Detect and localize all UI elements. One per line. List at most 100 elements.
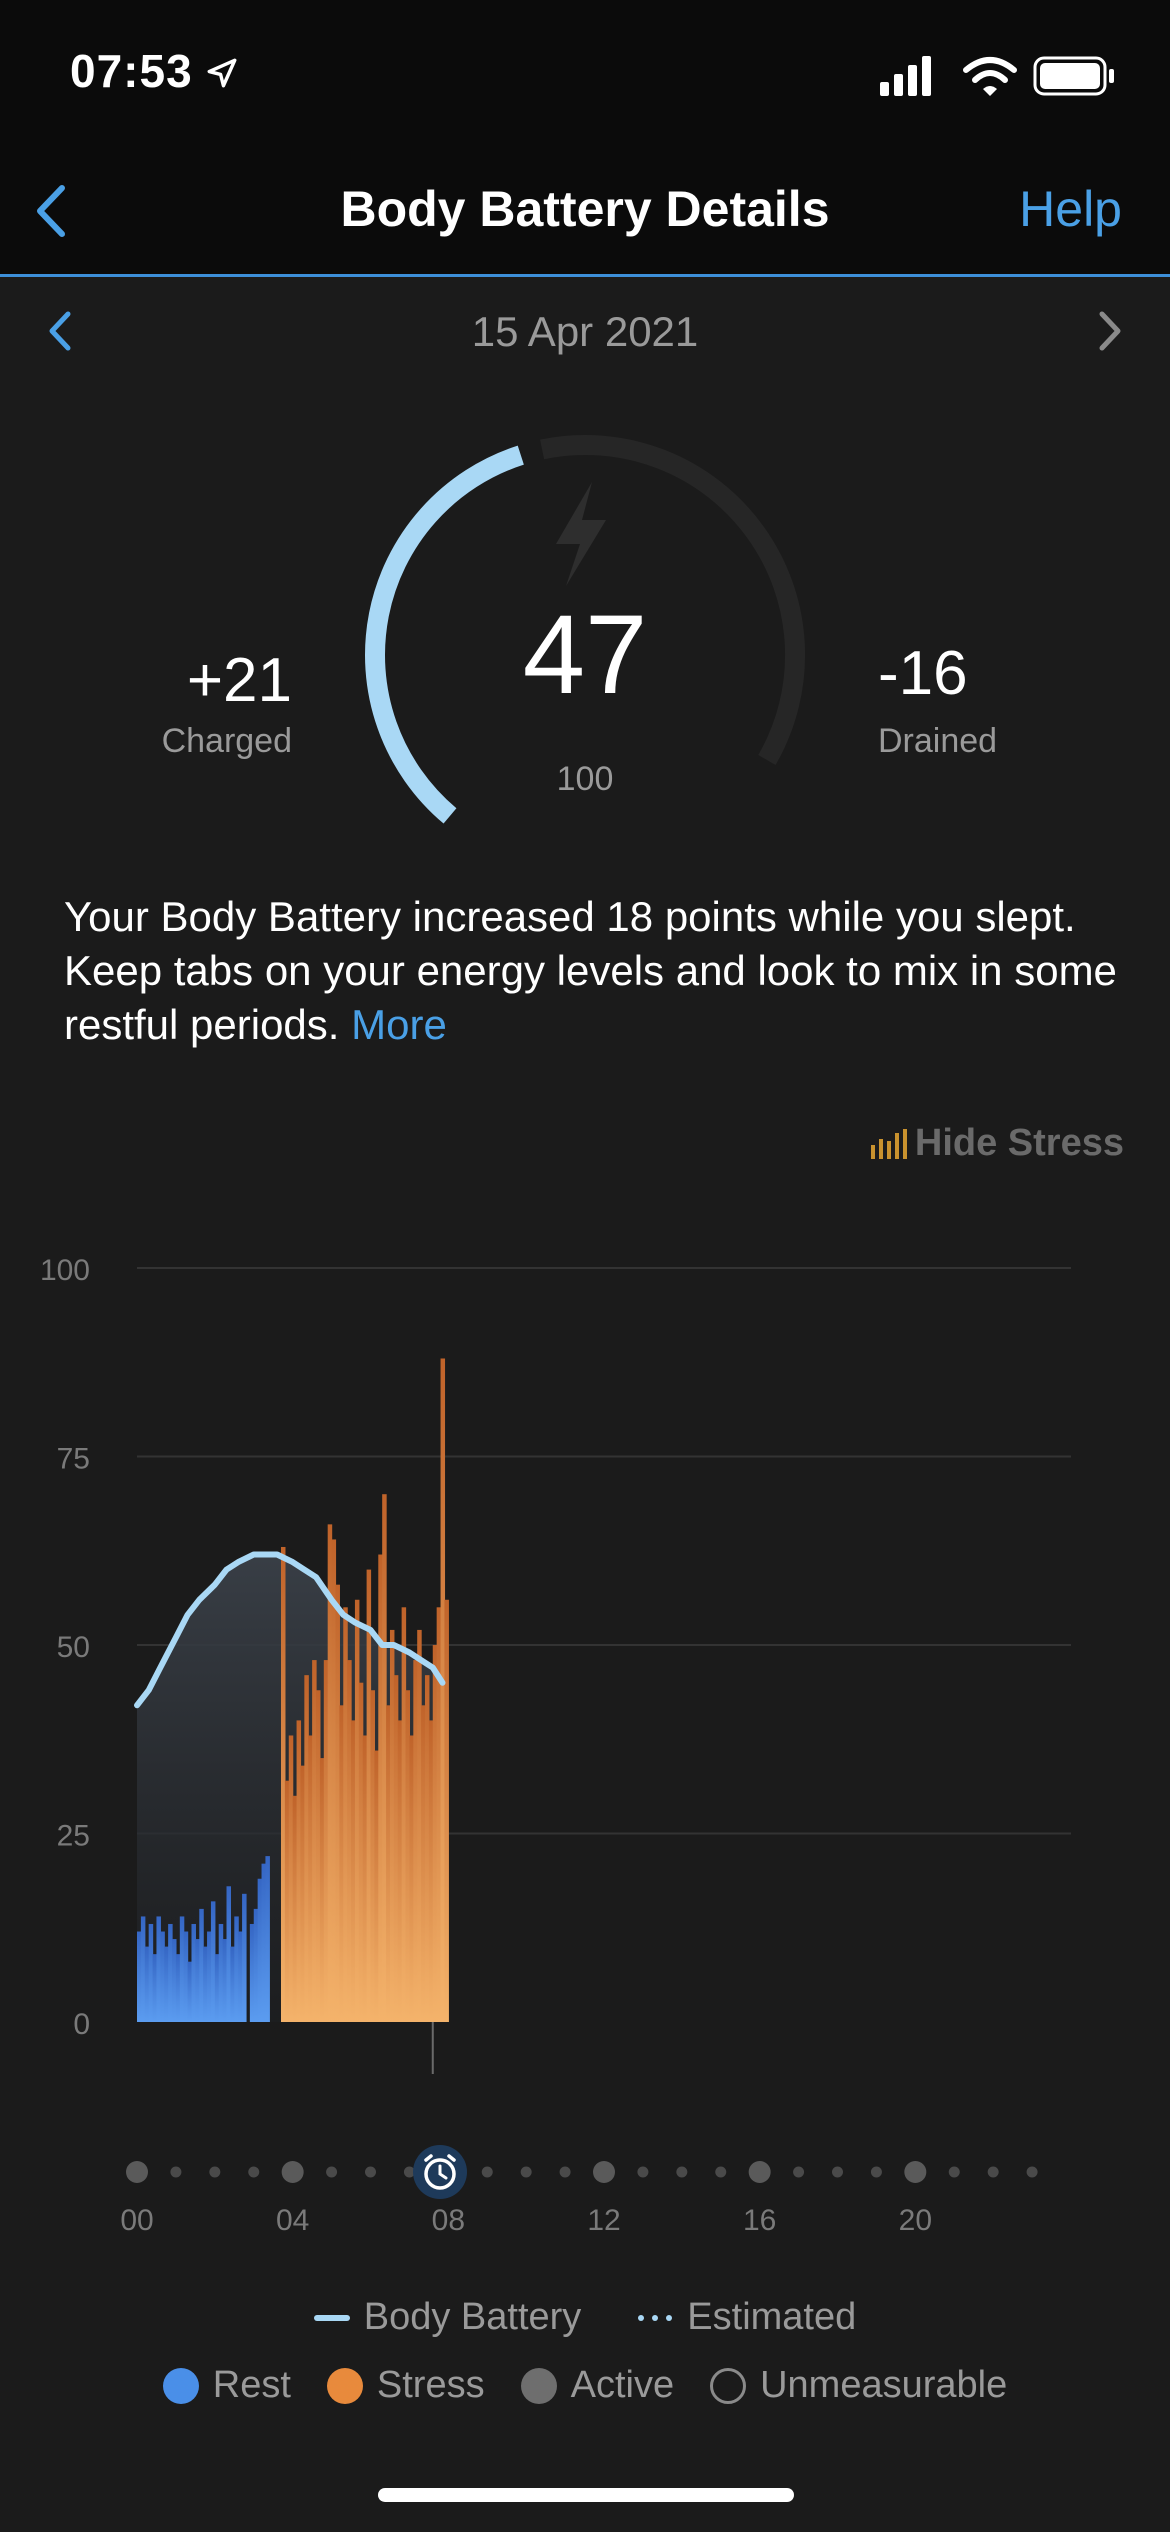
stress-bar bbox=[436, 1607, 442, 2022]
hide-stress-toggle[interactable]: Hide Stress bbox=[869, 1122, 1124, 1165]
gauge-max-label: 100 bbox=[556, 760, 614, 798]
rest-bar bbox=[222, 1939, 228, 2022]
stress-bar bbox=[280, 1546, 286, 2022]
status-bar: 07:53 bbox=[0, 0, 1170, 150]
hour-dot bbox=[209, 2166, 221, 2178]
more-link[interactable]: More bbox=[351, 1001, 447, 1048]
dotted-line-icon bbox=[638, 2314, 673, 2321]
stress-bar bbox=[304, 1675, 309, 2022]
back-chevron-icon[interactable] bbox=[22, 176, 92, 246]
y-tick-label: 0 bbox=[73, 2008, 90, 2041]
drained-label: Drained bbox=[878, 722, 998, 760]
legend-active-label: Active bbox=[570, 2364, 675, 2406]
summary-body: Your Body Battery increased 18 points wh… bbox=[64, 893, 1117, 1048]
stress-bar bbox=[366, 1569, 372, 2022]
x-tick-label: 00 bbox=[120, 2204, 153, 2237]
legend-rest: Rest bbox=[162, 2364, 291, 2407]
rest-bar bbox=[210, 1901, 216, 2022]
time-axis[interactable]: 00 04 08 12 16 20 bbox=[0, 2140, 1170, 2250]
rest-bar bbox=[179, 1916, 185, 2022]
stress-bar bbox=[351, 1720, 356, 2022]
hide-stress-label: Hide Stress bbox=[914, 1122, 1124, 1164]
x-tick-label: 08 bbox=[432, 2204, 465, 2237]
stress-bar bbox=[413, 1660, 418, 2022]
stress-bar bbox=[327, 1524, 333, 2022]
stress-bar bbox=[370, 1690, 375, 2022]
stress-bar bbox=[308, 1735, 313, 2022]
stress-bar bbox=[339, 1705, 344, 2022]
stress-bar bbox=[444, 1599, 449, 2022]
hour-dot bbox=[1026, 2166, 1038, 2178]
rest-bar bbox=[191, 1923, 196, 2022]
rest-bar bbox=[172, 1939, 177, 2022]
legend-unmeasurable: Unmeasurable bbox=[710, 2364, 1007, 2407]
body-battery-gauge bbox=[365, 434, 806, 824]
rest-bar bbox=[230, 1946, 235, 2022]
solid-line-icon bbox=[313, 2314, 350, 2321]
stress-bar bbox=[382, 1494, 387, 2022]
rest-bar bbox=[187, 1961, 193, 2022]
hour-dot bbox=[170, 2166, 182, 2178]
stress-bar bbox=[316, 1690, 321, 2022]
stress-bar bbox=[300, 1765, 305, 2022]
stress-bar bbox=[362, 1735, 368, 2022]
hour-dot bbox=[248, 2166, 260, 2178]
navbar: Body Battery Details Help bbox=[0, 150, 1170, 277]
x-axis-ticks: 00 04 08 12 16 20 bbox=[120, 2204, 932, 2237]
rest-bar bbox=[257, 1878, 263, 2022]
rest-bar bbox=[218, 1923, 224, 2022]
summary-text: Your Body Battery increased 18 points wh… bbox=[64, 890, 1124, 1052]
rest-dot-icon bbox=[162, 2367, 199, 2404]
rest-bar bbox=[226, 1886, 231, 2022]
rest-bar bbox=[156, 1916, 161, 2022]
y-tick-label: 50 bbox=[57, 1631, 90, 1664]
stress-bar bbox=[424, 1675, 430, 2022]
hour-dot bbox=[987, 2166, 999, 2178]
x-tick-label: 20 bbox=[899, 2204, 932, 2237]
rest-bar bbox=[140, 1916, 146, 2022]
stress-bar bbox=[401, 1607, 407, 2022]
rest-bar bbox=[152, 1954, 158, 2022]
hour-dot-major bbox=[593, 2161, 615, 2183]
hour-dot bbox=[676, 2166, 688, 2178]
stress-bar bbox=[378, 1554, 383, 2022]
cellular-signal-icon bbox=[880, 56, 931, 96]
x-tick-label: 04 bbox=[276, 2204, 309, 2237]
rest-bar bbox=[238, 1931, 243, 2022]
rest-bar bbox=[144, 1946, 150, 2022]
status-time: 07:53 bbox=[70, 45, 193, 97]
drained-value: -16 bbox=[878, 639, 968, 708]
stress-bar bbox=[312, 1660, 317, 2022]
hour-dot-major bbox=[904, 2161, 927, 2183]
stress-dot-icon bbox=[326, 2367, 363, 2404]
next-day-button[interactable] bbox=[1090, 306, 1130, 356]
stress-bar bbox=[284, 1780, 290, 2022]
y-axis-ticks: 0 25 50 75 100 bbox=[40, 1254, 90, 2041]
charged-value: +21 bbox=[186, 646, 292, 715]
date-label: 15 Apr 2021 bbox=[471, 308, 699, 355]
rest-bar bbox=[253, 1908, 259, 2022]
rest-bar bbox=[234, 1916, 239, 2022]
rest-bar bbox=[175, 1954, 181, 2022]
active-dot-icon bbox=[520, 2367, 557, 2404]
stress-bar bbox=[343, 1607, 348, 2022]
stress-bar bbox=[335, 1584, 340, 2022]
stress-bar bbox=[409, 1735, 414, 2022]
stress-bar bbox=[374, 1750, 379, 2022]
gauge-fill bbox=[365, 445, 524, 824]
body-battery-chart[interactable]: 0 25 50 75 100 bbox=[0, 1230, 1170, 2090]
body-battery-value: 47 bbox=[522, 592, 648, 717]
stress-bar bbox=[440, 1358, 446, 2022]
x-tick-label: 16 bbox=[743, 2204, 776, 2237]
status-icons bbox=[880, 56, 1114, 96]
help-button[interactable]: Help bbox=[1019, 181, 1122, 237]
y-tick-label: 75 bbox=[57, 1443, 90, 1476]
rest-bar bbox=[214, 1954, 220, 2022]
legend-stress-label: Stress bbox=[376, 2364, 485, 2406]
rest-bar bbox=[203, 1946, 208, 2022]
rest-bar bbox=[137, 1931, 142, 2022]
previous-day-button[interactable] bbox=[40, 306, 80, 356]
hour-dot-major bbox=[126, 2161, 148, 2183]
rest-bar bbox=[183, 1931, 189, 2022]
stress-bar bbox=[421, 1705, 426, 2022]
